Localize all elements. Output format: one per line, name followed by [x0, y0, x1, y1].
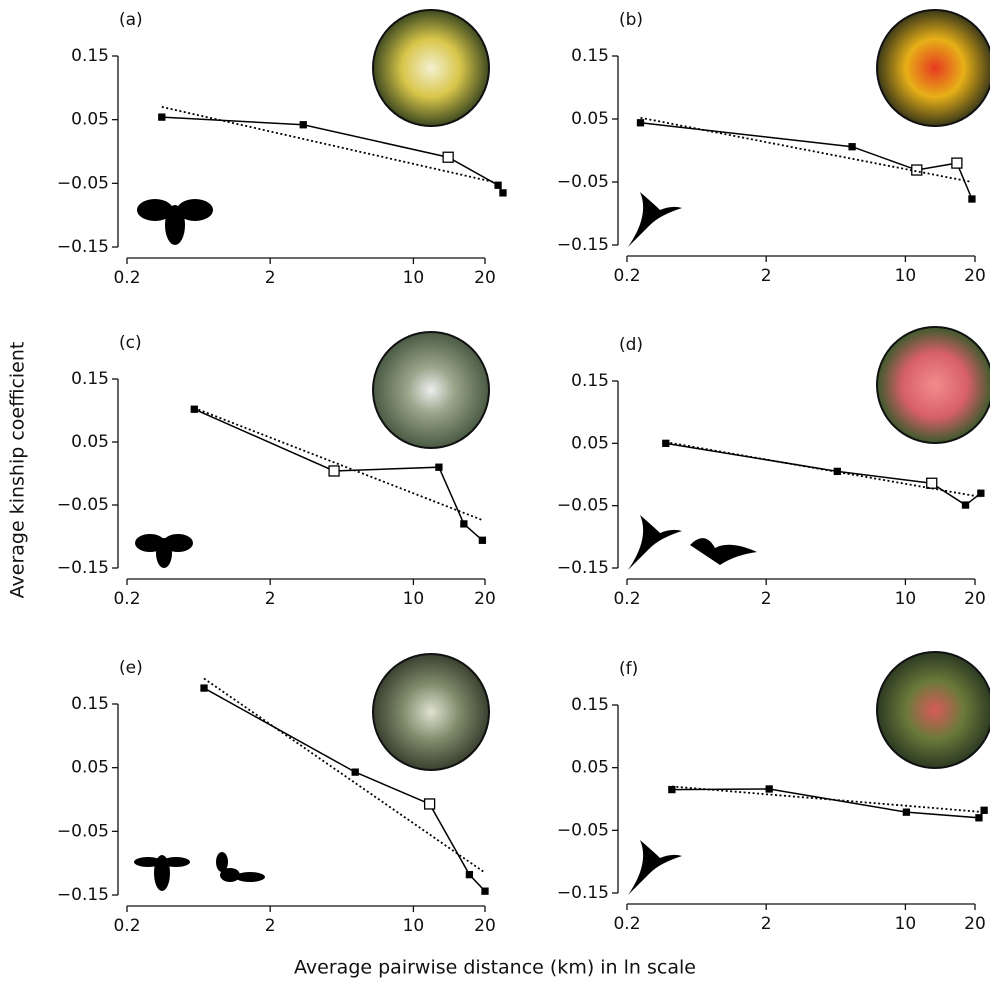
x-tick-label: 10	[895, 914, 917, 934]
data-point	[352, 769, 358, 775]
x-tick-label: 0.2	[113, 268, 140, 288]
x-tick-label: 0.2	[613, 266, 640, 286]
y-tick-label: 0.15	[571, 695, 609, 715]
y-tick-label: 0.05	[71, 110, 109, 130]
x-axis-label: Average pairwise distance (km) in ln sca…	[294, 957, 696, 979]
data-point	[425, 799, 435, 809]
x-tick-label: 0.2	[113, 916, 140, 936]
data-point	[976, 815, 982, 821]
x-tick-label: 2	[265, 916, 276, 936]
data-point	[461, 521, 467, 527]
data-line	[666, 443, 981, 505]
animal-icons	[134, 192, 757, 895]
data-point	[479, 537, 485, 543]
y-tick-label: 0.05	[571, 109, 609, 129]
data-point	[927, 478, 937, 488]
y-tick-label: 0.05	[571, 433, 609, 453]
y-tick-label: 0.05	[571, 758, 609, 778]
data-point	[482, 888, 488, 894]
x-tick-label: 0.2	[613, 589, 640, 609]
y-tick-label: 0.15	[71, 46, 109, 66]
x-tick-label: 10	[403, 916, 425, 936]
data-point	[201, 685, 207, 691]
y-tick-label: 0.15	[71, 694, 109, 714]
data-point	[912, 165, 922, 175]
x-tick-label: 2	[265, 589, 276, 609]
data-point	[849, 144, 855, 150]
y-tick-label: −0.15	[57, 237, 109, 257]
x-tick-label: 20	[474, 268, 496, 288]
figure: Average kinship coefficient Average pair…	[0, 0, 990, 984]
y-axis-label: Average kinship coefficient	[7, 342, 29, 599]
x-tick-label: 20	[964, 589, 986, 609]
x-tick-label: 2	[761, 914, 772, 934]
data-point	[443, 152, 453, 162]
data-point	[159, 114, 165, 120]
photos	[373, 10, 990, 770]
data-point	[329, 466, 339, 476]
panel-title: (d)	[619, 335, 643, 355]
x-tick-label: 20	[964, 914, 986, 934]
data-point	[500, 190, 506, 196]
panel-title: (e)	[119, 658, 143, 678]
x-tick-label: 0.2	[613, 914, 640, 934]
y-tick-label: −0.05	[57, 173, 109, 193]
data-point	[466, 872, 472, 878]
data-point	[436, 464, 442, 470]
y-tick-label: 0.15	[71, 369, 109, 389]
data-point	[952, 158, 962, 168]
panel-title: (c)	[119, 333, 142, 353]
x-tick-label: 10	[403, 589, 425, 609]
y-tick-label: 0.05	[71, 758, 109, 778]
data-point	[963, 502, 969, 508]
y-tick-label: −0.05	[557, 172, 609, 192]
data-line	[672, 789, 984, 818]
data-point	[669, 787, 675, 793]
x-tick-label: 10	[895, 266, 917, 286]
panel-title: (f)	[619, 659, 638, 679]
x-tick-label: 10	[403, 268, 425, 288]
panel-title: (b)	[619, 10, 643, 30]
data-point	[663, 440, 669, 446]
y-tick-label: −0.05	[557, 820, 609, 840]
y-tick-label: −0.15	[57, 885, 109, 905]
data-point	[637, 120, 643, 126]
x-tick-label: 10	[895, 589, 917, 609]
x-tick-label: 2	[761, 589, 772, 609]
y-tick-label: −0.05	[57, 821, 109, 841]
y-tick-label: −0.15	[557, 558, 609, 578]
x-tick-label: 20	[474, 916, 496, 936]
panel-title: (a)	[119, 10, 143, 30]
data-point	[191, 406, 197, 412]
data-line	[640, 123, 971, 199]
y-tick-label: −0.15	[557, 883, 609, 903]
data-point	[903, 809, 909, 815]
y-tick-label: 0.05	[71, 432, 109, 452]
data-point	[969, 196, 975, 202]
data-point	[766, 786, 772, 792]
x-tick-label: 20	[474, 589, 496, 609]
y-tick-label: −0.15	[557, 235, 609, 255]
y-tick-label: 0.15	[571, 46, 609, 66]
y-tick-label: −0.05	[557, 496, 609, 516]
data-point	[978, 490, 984, 496]
y-tick-label: 0.15	[571, 371, 609, 391]
y-tick-label: −0.05	[57, 495, 109, 515]
x-tick-label: 20	[964, 266, 986, 286]
x-tick-label: 2	[265, 268, 276, 288]
x-tick-label: 0.2	[113, 589, 140, 609]
data-point	[300, 122, 306, 128]
x-tick-label: 2	[761, 266, 772, 286]
y-tick-label: −0.15	[57, 558, 109, 578]
